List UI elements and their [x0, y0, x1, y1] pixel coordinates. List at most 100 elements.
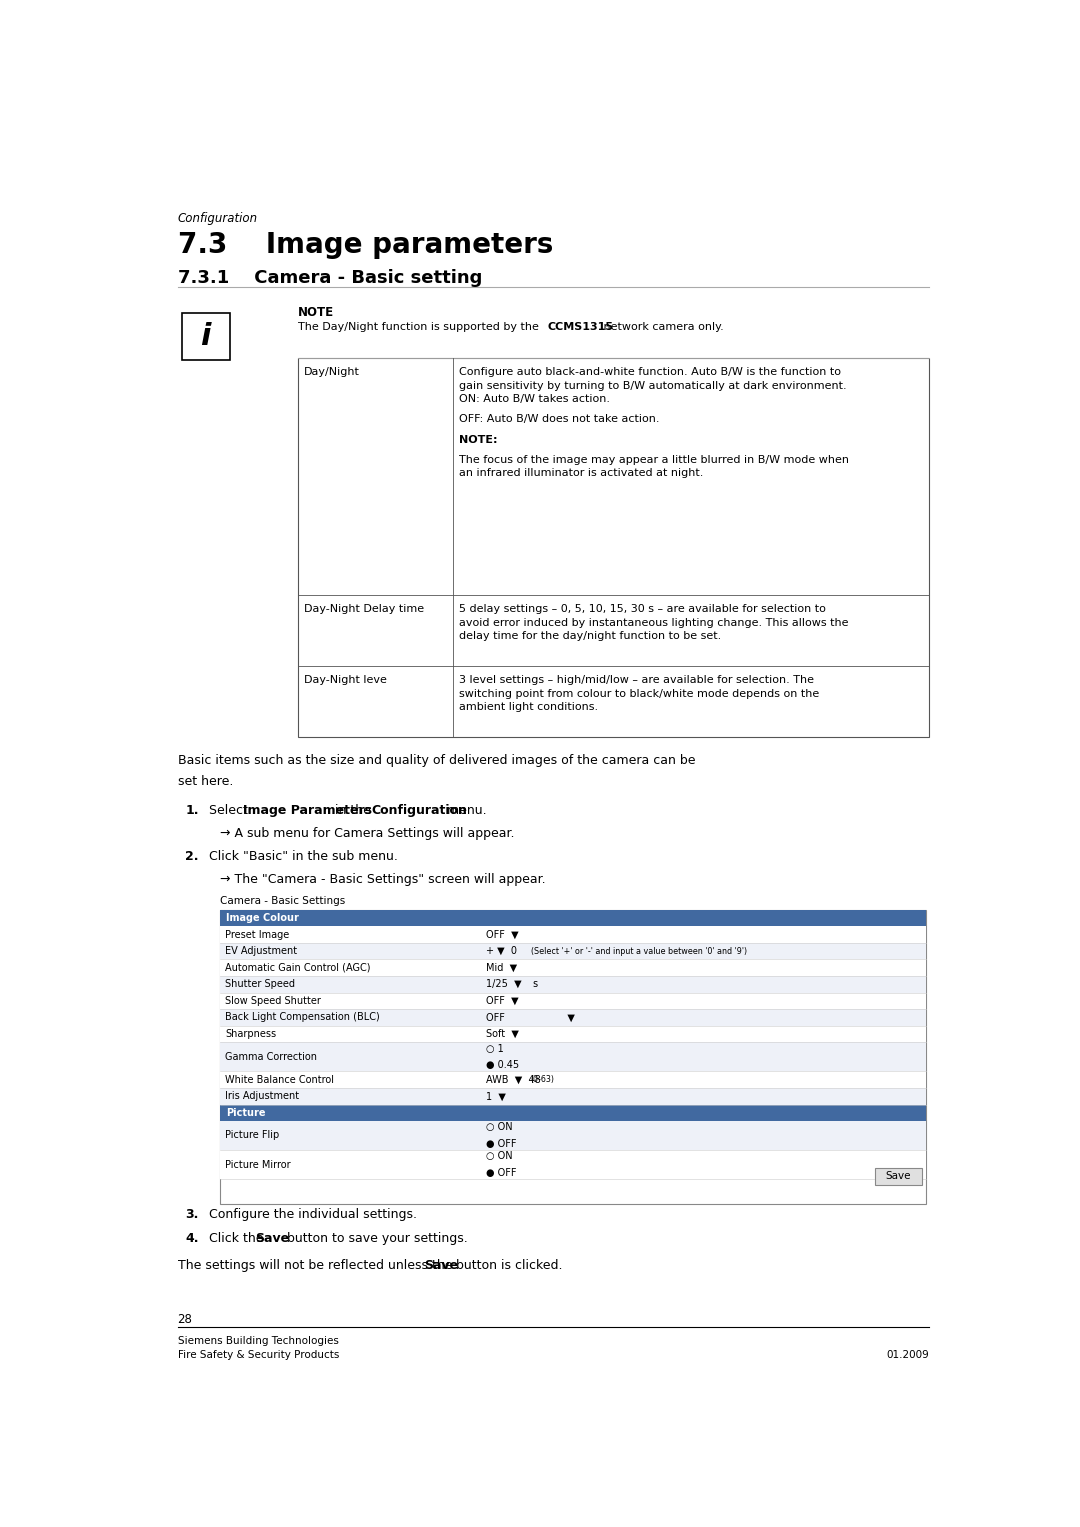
Text: switching point from colour to black/white mode depends on the: switching point from colour to black/whi… — [459, 689, 820, 699]
FancyBboxPatch shape — [875, 1168, 921, 1185]
Text: Preset Image: Preset Image — [225, 930, 289, 939]
Text: NOTE:: NOTE: — [459, 435, 498, 444]
Text: Slow Speed Shutter: Slow Speed Shutter — [225, 996, 321, 1006]
Text: AWB  ▼  48: AWB ▼ 48 — [486, 1075, 541, 1084]
Bar — [220, 1089, 926, 1104]
Text: The Day/Night function is supported by the: The Day/Night function is supported by t… — [298, 322, 542, 331]
Text: OFF                    ▼: OFF ▼ — [486, 1012, 575, 1023]
Text: ○ ON: ○ ON — [486, 1151, 513, 1162]
Text: Click the: Click the — [208, 1232, 267, 1245]
Text: 1/25  ▼: 1/25 ▼ — [486, 979, 522, 989]
Text: ON: Auto B/W takes action.: ON: Auto B/W takes action. — [459, 394, 610, 405]
Bar — [220, 1121, 926, 1150]
Text: Day/Night: Day/Night — [303, 368, 360, 377]
Bar — [220, 910, 926, 1203]
Text: Shutter Speed: Shutter Speed — [225, 979, 295, 989]
Text: OFF  ▼: OFF ▼ — [486, 930, 518, 939]
Text: Picture Flip: Picture Flip — [225, 1130, 279, 1141]
Text: 1.: 1. — [186, 803, 199, 817]
Text: button to save your settings.: button to save your settings. — [283, 1232, 468, 1245]
Text: 3.: 3. — [186, 1208, 199, 1222]
Text: Basic items such as the size and quality of delivered images of the camera can b: Basic items such as the size and quality… — [177, 754, 696, 767]
Text: avoid error induced by instantaneous lighting change. This allows the: avoid error induced by instantaneous lig… — [459, 618, 849, 628]
Bar — [220, 1026, 926, 1041]
Text: Mid  ▼: Mid ▼ — [486, 962, 517, 973]
Bar — [220, 976, 926, 993]
Text: Select: Select — [208, 803, 252, 817]
Text: delay time for the day/night function to be set.: delay time for the day/night function to… — [459, 631, 721, 641]
Text: 01.2009: 01.2009 — [887, 1350, 930, 1359]
Text: (Select '+' or '-' and input a value between '0' and '9'): (Select '+' or '-' and input a value bet… — [530, 947, 747, 956]
Text: set here.: set here. — [177, 776, 233, 788]
Text: Image Parameters: Image Parameters — [243, 803, 372, 817]
Text: 7.3    Image parameters: 7.3 Image parameters — [177, 231, 553, 260]
Text: 3 level settings – high/mid/low – are available for selection. The: 3 level settings – high/mid/low – are av… — [459, 675, 814, 686]
Text: Fire Safety & Security Products: Fire Safety & Security Products — [177, 1350, 339, 1359]
Bar — [220, 1072, 926, 1089]
Text: Gamma Correction: Gamma Correction — [225, 1052, 316, 1061]
Text: Day-Night Delay time: Day-Night Delay time — [303, 605, 424, 614]
Text: ○ ON: ○ ON — [486, 1122, 513, 1132]
Text: Save: Save — [255, 1232, 289, 1245]
Text: ambient light conditions.: ambient light conditions. — [459, 702, 598, 712]
Bar — [220, 959, 926, 976]
Text: Back Light Compensation (BLC): Back Light Compensation (BLC) — [225, 1012, 380, 1023]
Text: → A sub menu for Camera Settings will appear.: → A sub menu for Camera Settings will ap… — [220, 828, 515, 840]
Text: Soft  ▼: Soft ▼ — [486, 1029, 518, 1038]
Text: in the: in the — [332, 803, 375, 817]
Bar — [181, 313, 230, 360]
Text: ● OFF: ● OFF — [486, 1168, 516, 1177]
Text: NOTE: NOTE — [298, 305, 334, 319]
Text: gain sensitivity by turning to B/W automatically at dark environment.: gain sensitivity by turning to B/W autom… — [459, 380, 847, 391]
Text: ● 0.45: ● 0.45 — [486, 1060, 519, 1070]
Text: OFF: Auto B/W does not take action.: OFF: Auto B/W does not take action. — [459, 414, 660, 425]
Text: EV Adjustment: EV Adjustment — [225, 947, 297, 956]
Text: The focus of the image may appear a little blurred in B/W mode when: The focus of the image may appear a litt… — [459, 455, 849, 464]
Text: ○ 1: ○ 1 — [486, 1043, 503, 1054]
Text: (0-63): (0-63) — [530, 1075, 555, 1084]
Bar — [220, 993, 926, 1009]
Text: Image Colour: Image Colour — [226, 913, 298, 924]
Text: Sharpness: Sharpness — [225, 1029, 276, 1038]
Text: → The "Camera - Basic Settings" screen will appear.: → The "Camera - Basic Settings" screen w… — [220, 873, 545, 886]
Bar — [220, 1009, 926, 1026]
Bar — [220, 1041, 926, 1072]
Text: menu.: menu. — [444, 803, 487, 817]
Text: s: s — [532, 979, 538, 989]
Bar — [298, 357, 930, 738]
Text: 1  ▼: 1 ▼ — [486, 1092, 505, 1101]
Text: an infrared illuminator is activated at night.: an infrared illuminator is activated at … — [459, 469, 703, 478]
Text: Configuration: Configuration — [177, 212, 258, 224]
Bar — [220, 910, 926, 927]
Text: 7.3.1    Camera - Basic setting: 7.3.1 Camera - Basic setting — [177, 269, 482, 287]
Text: i: i — [200, 322, 211, 351]
Text: 4.: 4. — [186, 1232, 199, 1245]
Text: Save: Save — [886, 1171, 912, 1182]
Text: ● OFF: ● OFF — [486, 1139, 516, 1148]
Text: Iris Adjustment: Iris Adjustment — [225, 1092, 299, 1101]
Text: Automatic Gain Control (AGC): Automatic Gain Control (AGC) — [225, 962, 370, 973]
Text: Configure auto black-and-white function. Auto B/W is the function to: Configure auto black-and-white function.… — [459, 368, 841, 377]
Bar — [220, 927, 926, 942]
Bar — [220, 1104, 926, 1121]
Text: Save: Save — [424, 1258, 458, 1272]
Bar — [220, 942, 926, 959]
Text: Day-Night leve: Day-Night leve — [303, 675, 387, 686]
Text: Configuration: Configuration — [372, 803, 468, 817]
Text: Picture: Picture — [226, 1107, 266, 1118]
Text: White Balance Control: White Balance Control — [225, 1075, 334, 1084]
Text: CCMS1315: CCMS1315 — [548, 322, 613, 331]
Bar — [220, 1150, 926, 1179]
Text: The settings will not be reflected unless the: The settings will not be reflected unles… — [177, 1258, 456, 1272]
Text: + ▼  0: + ▼ 0 — [486, 947, 517, 956]
Text: 2.: 2. — [186, 851, 199, 863]
Text: Picture Mirror: Picture Mirror — [225, 1159, 291, 1170]
Text: OFF  ▼: OFF ▼ — [486, 996, 518, 1006]
Text: button is clicked.: button is clicked. — [451, 1258, 563, 1272]
Text: 5 delay settings – 0, 5, 10, 15, 30 s – are available for selection to: 5 delay settings – 0, 5, 10, 15, 30 s – … — [459, 605, 826, 614]
Text: network camera only.: network camera only. — [600, 322, 724, 331]
Text: Camera - Basic Settings: Camera - Basic Settings — [220, 896, 346, 906]
Text: Click "Basic" in the sub menu.: Click "Basic" in the sub menu. — [208, 851, 397, 863]
Text: Siemens Building Technologies: Siemens Building Technologies — [177, 1336, 338, 1345]
Text: Configure the individual settings.: Configure the individual settings. — [208, 1208, 417, 1222]
